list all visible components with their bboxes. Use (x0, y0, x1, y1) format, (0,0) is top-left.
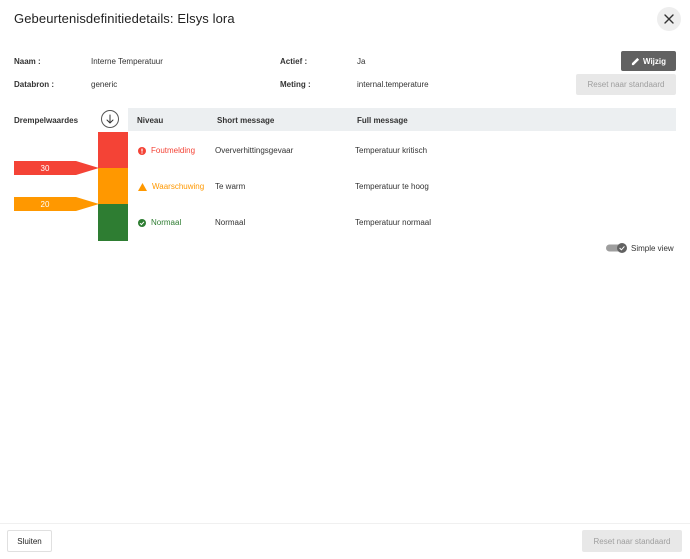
dialog-title: Gebeurtenisdefinitiedetails: Elsys lora (14, 11, 235, 26)
table-row-level-error: Foutmelding (138, 146, 195, 155)
edit-button-label: Wijzig (642, 56, 667, 66)
datasource-value: generic (91, 80, 118, 89)
header-level: Niveau (137, 116, 164, 125)
name-value: Interne Temperatuur (91, 57, 163, 66)
level-label-warning: Waarschuwing (152, 182, 205, 191)
table-row-level-warning: Waarschuwing (138, 182, 204, 191)
active-value: Ja (357, 57, 366, 66)
threshold-marker-20[interactable] (14, 197, 100, 211)
table-header: Niveau Short message Full message (128, 108, 676, 131)
reset-default-button-bottom[interactable]: Reset naar standaard (582, 530, 682, 552)
warning-icon (138, 182, 147, 191)
thresholds-label: Drempelwaardes (14, 116, 79, 125)
arrow-down-icon (106, 114, 114, 124)
active-label: Actief : (280, 57, 308, 66)
name-label: Naam : (14, 57, 41, 66)
level-bar-warning (98, 168, 128, 204)
datasource-label: Databron : (14, 80, 54, 89)
level-bar-error (98, 132, 128, 168)
full-message-error: Temperatuur kritisch (355, 146, 428, 155)
reset-default-button-top[interactable]: Reset naar standaard (576, 74, 676, 95)
close-button[interactable] (657, 7, 681, 31)
simple-view-toggle[interactable] (606, 243, 628, 253)
simple-view-label: Simple view (631, 244, 674, 253)
threshold-value-30: 30 (40, 163, 50, 173)
threshold-marker-30[interactable] (14, 161, 100, 175)
close-icon (664, 14, 674, 24)
measurement-label: Meting : (280, 80, 311, 89)
error-icon (138, 146, 146, 155)
short-message-normal: Normaal (215, 218, 246, 227)
level-label-normal: Normaal (151, 218, 182, 227)
edit-button[interactable]: Wijzig (621, 51, 676, 71)
pencil-icon (631, 57, 640, 65)
header-short-message: Short message (217, 116, 275, 125)
measurement-value: internal.temperature (357, 80, 429, 89)
table-row-level-normal: Normaal (138, 218, 181, 227)
threshold-value-20: 20 (40, 199, 50, 209)
level-bar-normal (98, 204, 128, 241)
short-message-warning: Te warm (215, 182, 246, 191)
level-label-error: Foutmelding (151, 146, 196, 155)
full-message-normal: Temperatuur normaal (355, 218, 432, 227)
sort-direction-button[interactable] (101, 110, 119, 128)
full-message-warning: Temperatuur te hoog (355, 182, 429, 191)
header-full-message: Full message (357, 116, 408, 125)
close-dialog-button[interactable]: Sluiten (7, 530, 52, 552)
check-circle-icon (138, 218, 146, 227)
check-icon (619, 246, 625, 251)
short-message-error: Oververhittingsgevaar (215, 146, 294, 155)
footer-divider (0, 523, 690, 524)
